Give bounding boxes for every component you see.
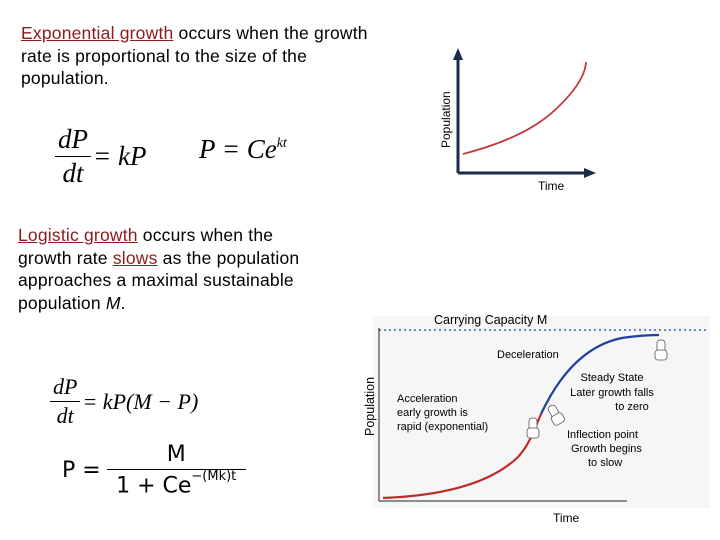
exponential-term: Exponential growth [21, 23, 174, 43]
eq-denominator: 1 + Ce [116, 473, 192, 499]
inflection-line-2: Growth begins [571, 443, 642, 455]
exponential-solution-equation: P = Ce kt [199, 134, 287, 165]
logistic-solution-equation: P = M 1 + Ce−(Mk)t [62, 442, 246, 498]
logistic-text-1: occurs when the growth rate [18, 225, 274, 268]
eq-rhs: = kP [93, 141, 147, 171]
exp-curve [462, 61, 587, 155]
eq-rhs: = kP(M − P) [82, 388, 199, 414]
logistic-x-label: Time [553, 511, 580, 525]
eq-lhs: P = [62, 457, 101, 483]
exp-x-arrow-icon [584, 168, 596, 178]
eq-denominator: dt [62, 158, 84, 188]
eq-numerator: dP [55, 124, 91, 157]
logistic-term: Logistic growth [18, 225, 138, 245]
logistic-y-label: Population [363, 377, 377, 436]
exp-y-arrow-icon [453, 48, 463, 60]
steady-state-line-1: Steady State [581, 372, 644, 384]
carrying-capacity-label: Carrying Capacity M [434, 313, 547, 327]
exponential-differential-equation: dP dt = kP [55, 124, 146, 189]
steady-state-line-3: to zero [615, 401, 649, 413]
exponential-paragraph: Exponential growth occurs when the growt… [21, 22, 381, 90]
deceleration-label: Deceleration [497, 349, 559, 361]
exp-x-label: Time [538, 179, 565, 193]
eq-exponent: kt [276, 135, 287, 151]
pointer-hand-icon [547, 404, 565, 426]
acceleration-line-1: Acceleration [397, 393, 458, 405]
capacity-symbol: M [105, 292, 121, 313]
eq-exponent: −(Mk)t [191, 469, 237, 484]
inflection-line-3: to slow [588, 457, 622, 469]
exponential-text: occurs when the growth rate is proportio… [21, 23, 368, 88]
eq-lhs: P = Ce [199, 134, 277, 164]
acceleration-line-2: early growth is [397, 407, 468, 419]
pointer-hand-icon [526, 417, 540, 439]
slows-term: slows [112, 247, 158, 268]
logistic-chart: Carrying Capacity M Population Time Dece… [357, 308, 717, 533]
steady-state-line-2: Later growth falls [570, 387, 654, 399]
exp-y-label: Population [439, 91, 453, 148]
logistic-differential-equation: dP dt = kP(M − P) [50, 374, 198, 429]
logistic-text-end: . [120, 292, 126, 313]
logistic-text-2: as the population approaches a maximal s… [18, 247, 300, 313]
eq-numerator: M [106, 442, 246, 470]
eq-numerator: dP [50, 374, 81, 402]
acceleration-line-3: rapid (exponential) [397, 421, 488, 433]
exponential-chart: Time Population [439, 48, 596, 193]
logistic-curve-late [540, 333, 660, 415]
inflection-line-1: Inflection point [567, 429, 638, 441]
pointer-hand-icon [654, 339, 668, 361]
eq-denominator: dt [56, 403, 74, 428]
logistic-paragraph: Logistic growth occurs when the growth r… [18, 224, 328, 314]
